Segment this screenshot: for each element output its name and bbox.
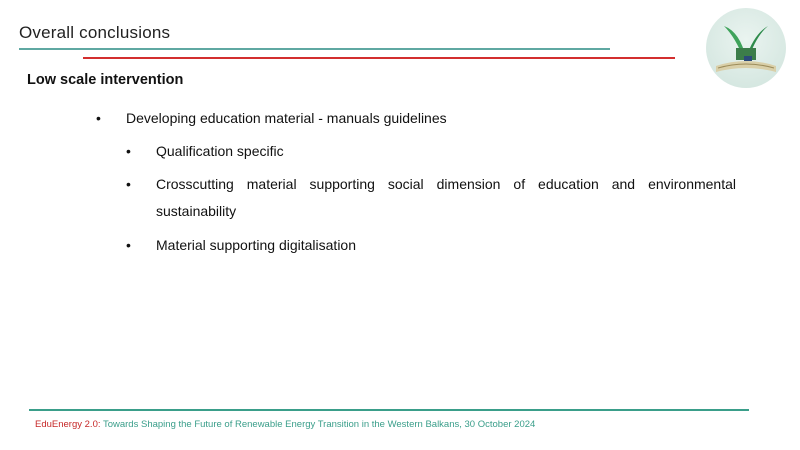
bullet: • [96, 110, 101, 126]
bullet: • [126, 143, 131, 159]
slide-title: Overall conclusions [19, 23, 171, 42]
bullet: • [126, 176, 131, 192]
list-item-text: Crosscutting material supporting social … [156, 176, 736, 192]
book-logo-icon [706, 8, 786, 88]
section-heading: Low scale intervention [27, 72, 184, 88]
list-item-text: Developing education material - manuals … [126, 110, 447, 126]
footer-text: Towards Shaping the Future of Renewable … [100, 419, 536, 430]
title-underline-red [83, 57, 675, 59]
footer: EduEnergy 2.0: Towards Shaping the Futur… [35, 419, 535, 430]
list-item-text-continued: sustainability [156, 203, 237, 219]
list-item-text: Material supporting digitalisation [156, 237, 356, 253]
list-item-text: Qualification specific [156, 143, 284, 159]
footer-divider [29, 409, 749, 411]
title-underline-teal [19, 48, 610, 50]
footer-brand: EduEnergy 2.0: [35, 419, 101, 430]
bullet: • [126, 237, 131, 253]
